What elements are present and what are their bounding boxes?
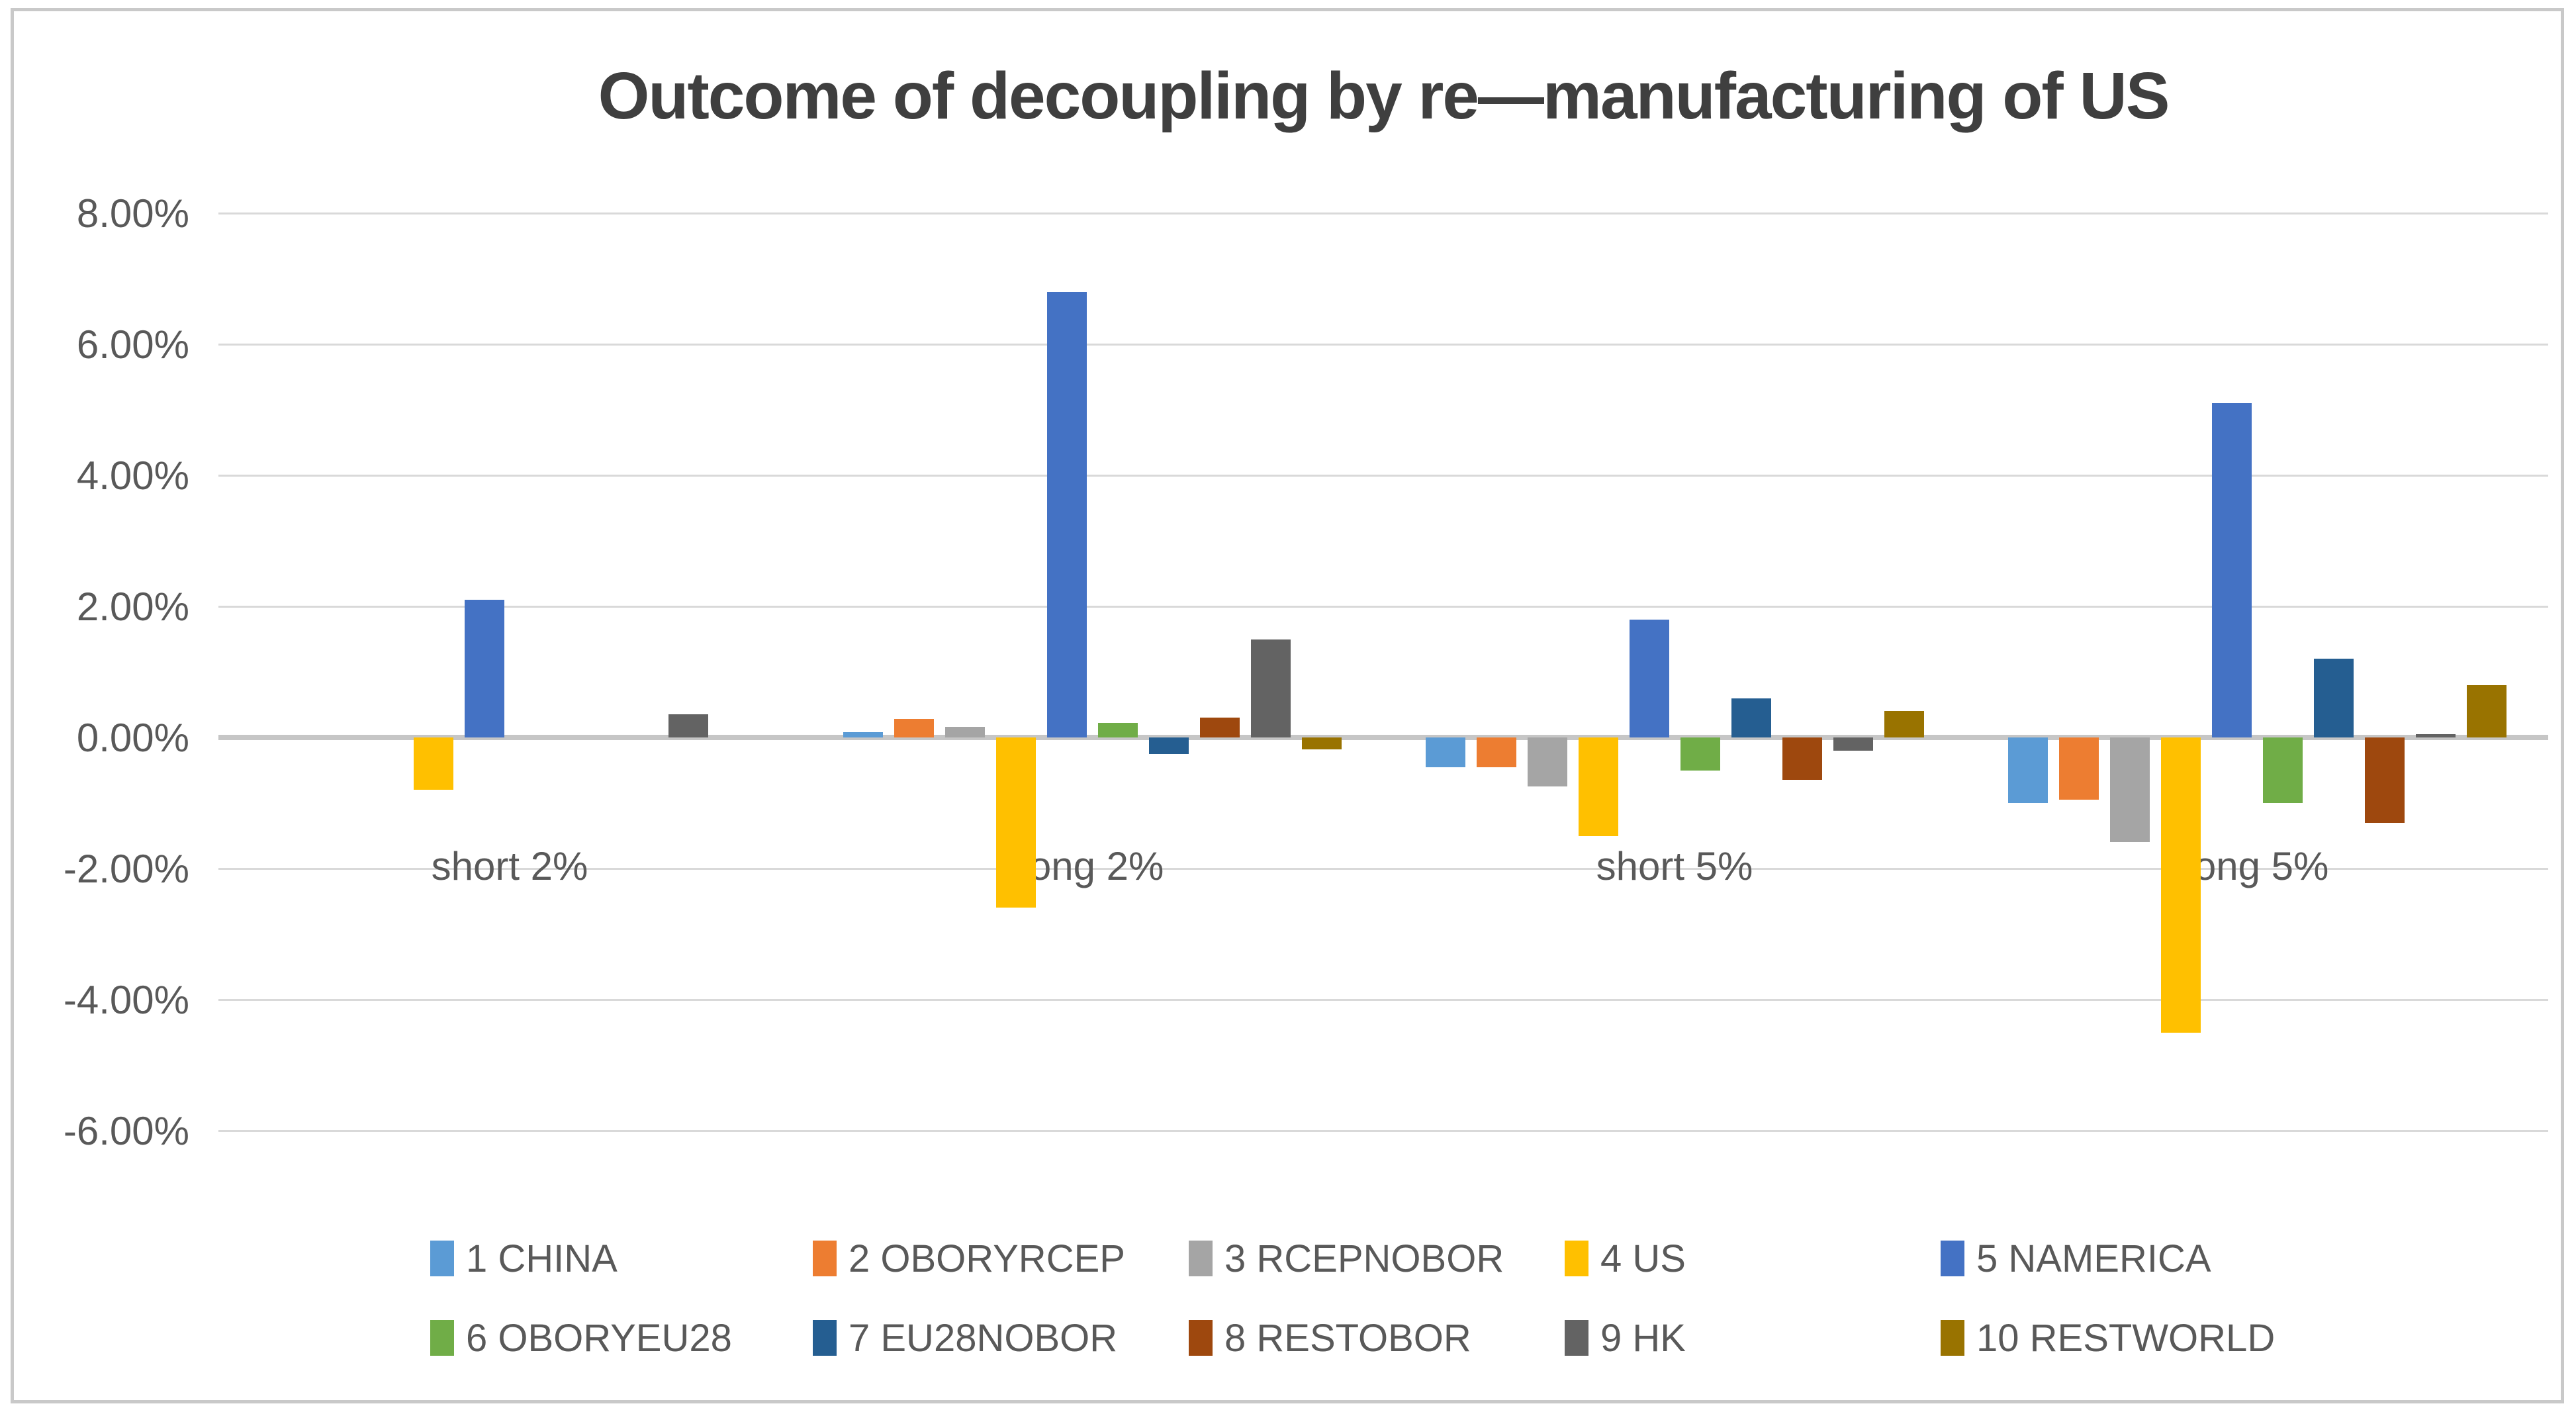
legend-swatch-5-namerica bbox=[1941, 1241, 1964, 1276]
legend-swatch-7-eu28nobor bbox=[813, 1320, 837, 1356]
gridline-4 bbox=[218, 475, 2548, 477]
gridline-6 bbox=[218, 344, 2548, 346]
bar-4-us-short-5 bbox=[1578, 737, 1618, 836]
legend-swatch-4-us bbox=[1565, 1241, 1588, 1276]
legend-item-9-hk: 9 HK bbox=[1565, 1315, 1686, 1361]
bar-9-hk-long-2 bbox=[1250, 639, 1291, 737]
y-axis-tick-label-0: 0.00% bbox=[76, 716, 189, 760]
legend-item-8-restobor: 8 RESTOBOR bbox=[1189, 1315, 1471, 1361]
legend-label-9-hk: 9 HK bbox=[1600, 1316, 1686, 1360]
bar-9-hk-short-2 bbox=[668, 714, 708, 737]
legend-swatch-8-restobor bbox=[1189, 1320, 1213, 1356]
y-axis-tick-label-2: 2.00% bbox=[76, 585, 189, 629]
bar-1-china-short-5 bbox=[1425, 737, 1465, 767]
legend-item-7-eu28nobor: 7 EU28NOBOR bbox=[813, 1315, 1117, 1361]
legend-label-5-namerica: 5 NAMERICA bbox=[1976, 1237, 2211, 1280]
bar-7-eu28nobor-long-5 bbox=[2313, 659, 2354, 737]
legend-label-1-china: 1 CHINA bbox=[466, 1237, 618, 1280]
bar-9-hk-long-5 bbox=[2415, 734, 2456, 737]
legend-item-1-china: 1 CHINA bbox=[430, 1235, 618, 1282]
legend-label-3-rcepnobor: 3 RCEPNOBOR bbox=[1224, 1237, 1504, 1280]
bar-8-restobor-long-5 bbox=[2364, 737, 2405, 823]
legend-swatch-9-hk bbox=[1565, 1320, 1588, 1356]
legend-label-10-restworld: 10 RESTWORLD bbox=[1976, 1316, 2276, 1360]
category-label-long-2: long 2% bbox=[1020, 844, 1164, 888]
bar-4-us-short-2 bbox=[413, 737, 453, 790]
bar-5-namerica-long-5 bbox=[2211, 403, 2252, 737]
chart-title: Outcome of decoupling by re—manufacturin… bbox=[598, 59, 2170, 133]
legend-item-6-oboryeu28: 6 OBORYEU28 bbox=[430, 1315, 732, 1361]
legend-item-2-oboryrcep: 2 OBORYRCEP bbox=[813, 1235, 1125, 1282]
bar-6-oboryeu28-short-5 bbox=[1680, 737, 1720, 771]
legend-item-5-namerica: 5 NAMERICA bbox=[1941, 1235, 2211, 1282]
bar-8-restobor-long-2 bbox=[1199, 718, 1240, 737]
bar-4-us-long-5 bbox=[2160, 737, 2201, 1033]
gridline-8 bbox=[218, 212, 2548, 214]
gridline-neg2 bbox=[218, 868, 2548, 870]
bar-6-oboryeu28-long-5 bbox=[2262, 737, 2303, 803]
gridline-neg4 bbox=[218, 999, 2548, 1001]
category-label-short-5: short 5% bbox=[1596, 844, 1753, 888]
bar-3-rcepnobor-short-5 bbox=[1527, 737, 1567, 787]
category-label-short-2: short 2% bbox=[431, 844, 588, 888]
bar-9-hk-short-5 bbox=[1833, 737, 1873, 751]
bar-1-china-long-2 bbox=[843, 732, 883, 737]
bar-1-china-long-5 bbox=[2007, 737, 2048, 803]
bar-7-eu28nobor-short-5 bbox=[1731, 698, 1771, 737]
legend-label-2-oboryrcep: 2 OBORYRCEP bbox=[849, 1237, 1125, 1280]
bar-5-namerica-short-2 bbox=[464, 600, 504, 737]
bar-10-restworld-long-2 bbox=[1301, 737, 1342, 749]
bar-3-rcepnobor-long-2 bbox=[944, 727, 985, 737]
y-axis-tick-label-neg6: -6.00% bbox=[63, 1109, 189, 1153]
bar-7-eu28nobor-long-2 bbox=[1148, 737, 1189, 754]
y-axis-tick-label-6: 6.00% bbox=[76, 322, 189, 367]
gridline-0 bbox=[218, 735, 2548, 740]
bar-3-rcepnobor-long-5 bbox=[2109, 737, 2150, 843]
legend-item-3-rcepnobor: 3 RCEPNOBOR bbox=[1189, 1235, 1504, 1282]
legend-swatch-6-oboryeu28 bbox=[430, 1320, 454, 1356]
legend-label-6-oboryeu28: 6 OBORYEU28 bbox=[466, 1316, 732, 1360]
legend-swatch-1-china bbox=[430, 1241, 454, 1276]
gridline-neg6 bbox=[218, 1130, 2548, 1132]
legend-swatch-2-oboryrcep bbox=[813, 1241, 837, 1276]
bar-5-namerica-long-2 bbox=[1046, 291, 1087, 737]
legend-label-4-us: 4 US bbox=[1600, 1237, 1686, 1280]
y-axis-tick-label-4: 4.00% bbox=[76, 453, 189, 498]
legend-item-4-us: 4 US bbox=[1565, 1235, 1686, 1282]
gridline-2 bbox=[218, 606, 2548, 608]
legend-label-7-eu28nobor: 7 EU28NOBOR bbox=[849, 1316, 1118, 1360]
category-label-long-5: long 5% bbox=[2185, 844, 2329, 888]
bar-2-oboryrcep-short-5 bbox=[1476, 737, 1516, 767]
bar-2-oboryrcep-long-2 bbox=[894, 719, 934, 737]
bar-2-oboryrcep-long-5 bbox=[2058, 737, 2099, 800]
legend-label-8-restobor: 8 RESTOBOR bbox=[1224, 1316, 1471, 1360]
bar-10-restworld-short-5 bbox=[1884, 711, 1924, 737]
y-axis-tick-label-8: 8.00% bbox=[76, 191, 189, 236]
legend-item-10-restworld: 10 RESTWORLD bbox=[1941, 1315, 2275, 1361]
bar-8-restobor-short-5 bbox=[1782, 737, 1822, 780]
y-axis-tick-label-neg4: -4.00% bbox=[63, 978, 189, 1022]
bar-4-us-long-2 bbox=[995, 737, 1036, 908]
bar-5-namerica-short-5 bbox=[1629, 619, 1669, 737]
legend-swatch-3-rcepnobor bbox=[1189, 1241, 1213, 1276]
bar-6-oboryeu28-long-2 bbox=[1097, 723, 1138, 737]
bar-10-restworld-long-5 bbox=[2466, 684, 2507, 737]
legend-swatch-10-restworld bbox=[1941, 1320, 1964, 1356]
y-axis-tick-label-neg2: -2.00% bbox=[63, 847, 189, 891]
